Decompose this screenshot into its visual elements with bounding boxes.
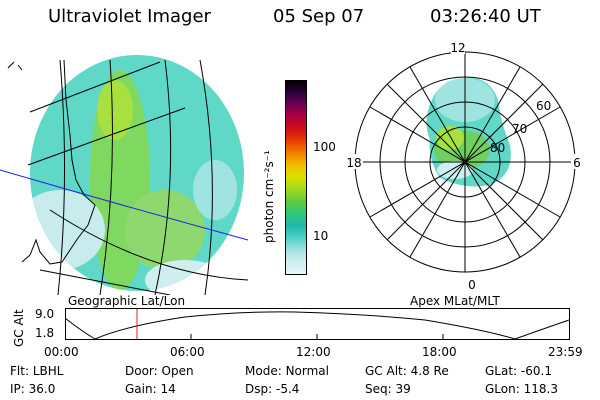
info-glon-label: GLon:	[485, 382, 520, 396]
terminator-line	[0, 169, 249, 241]
info-gc-alt: GC Alt: 4.8 Re	[365, 364, 449, 378]
info-glon: GLon: 118.3	[485, 382, 558, 396]
info-ip-value: 36.0	[28, 382, 56, 396]
info-gain: Gain: 14	[125, 382, 176, 396]
info-gain-label: Gain:	[125, 382, 157, 396]
info-mode-value: Normal	[285, 364, 329, 378]
geographic-aurora-image	[30, 55, 244, 291]
altitude-xtick-1800: 18:00	[422, 345, 457, 359]
info-dsp: Dsp: -5.4	[245, 382, 299, 396]
info-gain-value: 14	[160, 382, 176, 396]
altitude-ytick-min: 1.8	[35, 326, 55, 340]
info-seq-label: Seq:	[365, 382, 392, 396]
geographic-grid-lines	[27, 59, 249, 295]
info-glat-value: -60.1	[520, 364, 552, 378]
altitude-plot	[65, 308, 570, 340]
altitude-xtick-0600: 06:00	[170, 345, 205, 359]
info-gc-alt-value: 4.8 Re	[410, 364, 449, 378]
altitude-ytick-max: 9.0	[35, 307, 55, 321]
info-ip: IP: 36.0	[10, 382, 55, 396]
mlt-label-12: 12	[450, 41, 465, 55]
info-filter-value: LBHL	[32, 364, 64, 378]
info-door: Door: Open	[125, 364, 194, 378]
polar-panel-label: Apex MLat/MLT	[410, 294, 500, 308]
colorbar-tick-10: 10	[313, 229, 329, 243]
mlat-label-70: 70	[512, 122, 527, 136]
altitude-curve	[65, 311, 570, 340]
info-mode: Mode: Normal	[245, 364, 329, 378]
info-glon-value: 118.3	[523, 382, 558, 396]
colorbar-strip	[285, 80, 307, 275]
altitude-ylabel: GC Alt	[12, 309, 26, 347]
altitude-xtick-1200: 12:00	[296, 345, 331, 359]
geographic-panel-label: Geographic Lat/Lon	[68, 294, 186, 308]
info-door-label: Door:	[125, 364, 158, 378]
info-seq-value: 39	[395, 382, 411, 396]
observation-date: 05 Sep 07	[273, 6, 365, 27]
info-gc-alt-label: GC Alt:	[365, 364, 407, 378]
info-dsp-label: Dsp:	[245, 382, 273, 396]
altitude-xtick-2359: 23:59	[548, 345, 583, 359]
colorbar-unit-label: photon cm⁻²s⁻¹	[262, 150, 276, 243]
info-seq: Seq: 39	[365, 382, 411, 396]
mlt-label-0: 0	[468, 278, 476, 292]
altitude-plot-frame	[65, 308, 570, 340]
header: Ultraviolet Imager 05 Sep 07 03:26:40 UT	[0, 0, 600, 34]
coastline	[21, 59, 96, 265]
info-filter: Flt: LBHL	[10, 364, 63, 378]
mlt-label-18: 18	[346, 156, 361, 170]
colorbar	[285, 80, 307, 275]
info-dsp-value: -5.4	[275, 382, 300, 396]
info-door-value: Open	[161, 364, 194, 378]
info-ip-label: IP:	[10, 382, 25, 396]
coastline-fragment	[7, 61, 23, 71]
polar-aurora-image	[426, 77, 511, 187]
geographic-image-panel	[0, 55, 249, 295]
polar-grid	[354, 51, 576, 273]
altitude-x-ticks	[190, 334, 444, 339]
instrument-title: Ultraviolet Imager	[48, 6, 211, 27]
altitude-xtick-0000: 00:00	[44, 345, 79, 359]
mlat-label-80: 80	[490, 141, 505, 155]
mlat-label-60: 60	[536, 99, 551, 113]
info-glat-label: GLat:	[485, 364, 518, 378]
mlt-label-6: 6	[573, 156, 581, 170]
observation-time: 03:26:40 UT	[430, 6, 541, 27]
info-glat: GLat: -60.1	[485, 364, 552, 378]
polar-image-panel: 12 18 6 0 60 70 80	[343, 40, 583, 292]
colorbar-tick-100: 100	[313, 140, 336, 154]
info-mode-label: Mode:	[245, 364, 282, 378]
info-filter-label: Flt:	[10, 364, 29, 378]
